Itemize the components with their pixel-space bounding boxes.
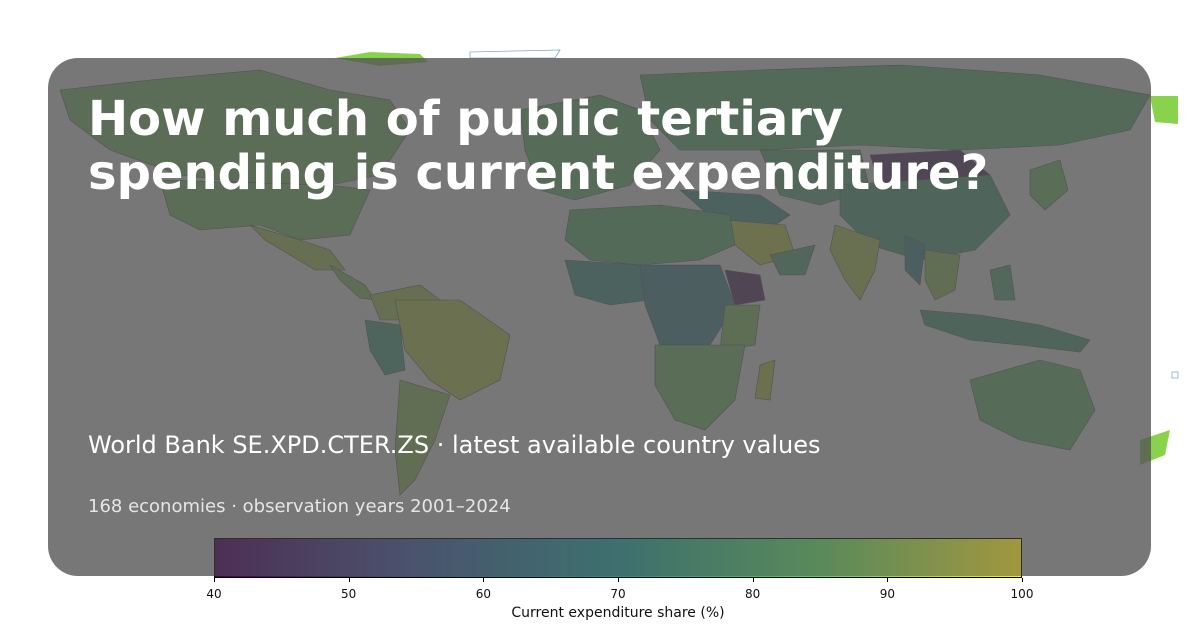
colorbar-tick-mark xyxy=(1022,578,1023,582)
colorbar-tick-label: 60 xyxy=(475,587,491,601)
subtitle: World Bank SE.XPD.CTER.ZS · latest avail… xyxy=(88,431,821,459)
colorbar-tick-mark xyxy=(752,578,754,582)
colorbar-overlay-shade xyxy=(214,538,1022,576)
colorbar-tick-label: 40 xyxy=(206,587,222,601)
colorbar-tick-label: 90 xyxy=(879,587,895,601)
overlay-card xyxy=(48,58,1151,576)
page-title: How much of public tertiary spending is … xyxy=(88,91,989,201)
colorbar-tick-mark xyxy=(483,578,485,582)
coverage-note: 168 economies · observation years 2001–2… xyxy=(88,496,511,517)
colorbar-tick-label: 70 xyxy=(610,587,626,601)
region-kamchatka-east xyxy=(1150,96,1178,124)
colorbar-tick-label: 80 xyxy=(745,587,761,601)
colorbar-label: Current expenditure share (%) xyxy=(511,605,725,621)
colorbar-tick-mark xyxy=(887,578,889,582)
colorbar-tick-mark xyxy=(348,578,350,582)
region-pacific-islands xyxy=(1171,371,1179,379)
colorbar-tick-mark xyxy=(214,578,215,582)
colorbar xyxy=(214,538,1022,578)
region-arctic-islands xyxy=(469,49,561,59)
colorbar-tick-mark xyxy=(618,578,619,582)
colorbar-tick-label: 100 xyxy=(1010,587,1034,601)
colorbar-tick-label: 50 xyxy=(341,587,357,601)
